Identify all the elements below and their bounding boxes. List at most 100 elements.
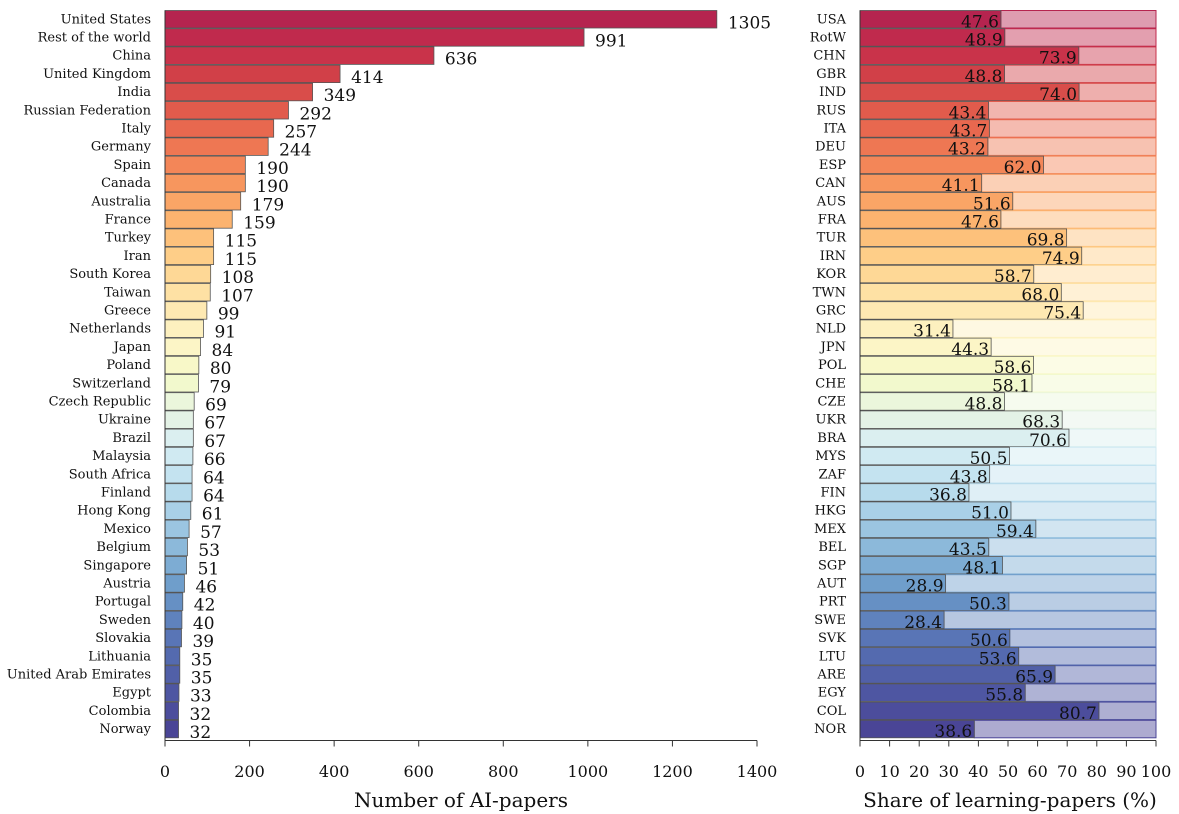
data-label: 32 xyxy=(190,705,212,725)
data-label: 69 xyxy=(205,395,227,415)
share-x-tick-label: 10 xyxy=(879,762,899,781)
data-label: 108 xyxy=(222,268,254,288)
country-label: Japan xyxy=(112,340,152,355)
country-code-label: POL xyxy=(818,358,846,373)
share-data-label: 55.8 xyxy=(985,686,1023,706)
country-code-label: MYS xyxy=(815,449,846,464)
share-data-label: 68.0 xyxy=(1021,285,1059,305)
bar-share-remainder xyxy=(990,337,1157,357)
bar-count xyxy=(164,446,194,466)
share-data-label: 70.6 xyxy=(1029,431,1067,451)
bar-share-remainder xyxy=(968,483,1157,502)
data-label: 159 xyxy=(243,213,275,233)
data-label: 991 xyxy=(595,31,627,51)
bar-share-remainder xyxy=(943,610,1157,630)
share-data-label: 51.0 xyxy=(971,504,1009,524)
share-data-label: 44.3 xyxy=(951,340,989,360)
bar-count xyxy=(164,355,200,375)
country-label: Rest of the world xyxy=(38,30,151,45)
country-code-label: RotW xyxy=(810,30,847,45)
share-data-label: 43.4 xyxy=(949,103,987,123)
country-code-label: FRA xyxy=(818,212,847,227)
share-x-tick-label: 70 xyxy=(1057,762,1077,781)
country-code-label: MEX xyxy=(814,522,847,537)
bar-count xyxy=(164,155,246,175)
data-label: 244 xyxy=(279,141,311,161)
bar-share-remainder xyxy=(1018,647,1157,666)
data-label: 115 xyxy=(225,232,257,252)
bar-share-remainder xyxy=(1003,64,1157,84)
country-label: Egypt xyxy=(112,686,151,701)
country-label: Portugal xyxy=(95,595,151,610)
bar-share-remainder xyxy=(952,319,1157,338)
bar-count xyxy=(164,719,179,739)
country-code-label: IND xyxy=(819,85,846,100)
data-label: 84 xyxy=(212,341,234,361)
country-label: Netherlands xyxy=(69,322,151,337)
bar-count xyxy=(164,556,187,575)
bar-share-remainder xyxy=(1068,428,1157,448)
share-data-label: 43.2 xyxy=(948,140,986,160)
data-label: 79 xyxy=(209,377,231,397)
country-code-label: AUS xyxy=(816,194,846,209)
country-label: Italy xyxy=(121,121,151,136)
country-label: Ukraine xyxy=(98,413,151,428)
data-label: 1305 xyxy=(728,13,771,33)
bar-share-remainder xyxy=(1000,10,1157,29)
share-data-label: 58.7 xyxy=(994,267,1032,287)
country-label: Germany xyxy=(91,140,152,155)
x-tick-label: 1200 xyxy=(652,762,693,781)
share-x-tick-label: 50 xyxy=(998,762,1018,781)
bar-count xyxy=(164,228,215,247)
share-data-label: 28.4 xyxy=(904,613,942,633)
bar-share-remainder xyxy=(1010,501,1157,520)
country-label: Canada xyxy=(101,176,151,191)
data-label: 42 xyxy=(194,596,216,616)
country-label: Colombia xyxy=(89,704,152,719)
bar-count xyxy=(164,301,208,320)
data-label: 190 xyxy=(256,159,288,179)
bar-share-remainder xyxy=(1078,46,1157,65)
bar-count xyxy=(164,192,242,211)
data-label: 636 xyxy=(445,50,477,70)
bar-share-remainder xyxy=(1061,410,1157,429)
bar-count xyxy=(164,628,182,648)
share-data-label: 50.5 xyxy=(970,449,1008,469)
bar-share-remainder xyxy=(1001,556,1157,575)
country-code-label: TWN xyxy=(813,285,846,300)
share-data-label: 75.4 xyxy=(1043,303,1081,323)
data-label: 179 xyxy=(252,195,284,215)
bar-count xyxy=(164,173,246,193)
bar-count xyxy=(164,101,289,120)
country-label: Belgium xyxy=(96,540,151,555)
country-code-label: DEU xyxy=(815,140,846,155)
country-label: Czech Republic xyxy=(49,394,151,409)
share-data-label: 68.3 xyxy=(1022,413,1060,433)
country-label: India xyxy=(117,85,151,100)
country-label: China xyxy=(112,49,151,64)
bar-share-remainder xyxy=(973,719,1157,739)
x-tick-label: 1000 xyxy=(567,762,608,781)
bar-share-remainder xyxy=(1054,665,1157,684)
bar-count xyxy=(164,428,194,448)
bar-share-remainder xyxy=(1081,246,1157,266)
bar-count xyxy=(164,537,188,557)
share-data-label: 48.9 xyxy=(965,30,1003,50)
bar-count xyxy=(164,64,341,83)
bar-count xyxy=(164,410,194,429)
data-label: 107 xyxy=(221,286,253,306)
bar-share-remainder xyxy=(1035,519,1157,539)
bar-share-remainder xyxy=(987,137,1157,156)
country-code-label: FIN xyxy=(820,485,846,500)
country-label: Brazil xyxy=(112,431,151,446)
share-data-label: 65.9 xyxy=(1015,667,1053,687)
bar-count xyxy=(164,319,204,338)
bar-count xyxy=(164,374,199,393)
country-code-label: ZAF xyxy=(819,467,846,482)
share-data-label: 58.6 xyxy=(994,358,1032,378)
data-label: 66 xyxy=(204,450,226,470)
share-data-label: 38.6 xyxy=(934,722,972,742)
share-data-label: 51.6 xyxy=(973,194,1011,214)
bar-share-remainder xyxy=(988,119,1157,138)
